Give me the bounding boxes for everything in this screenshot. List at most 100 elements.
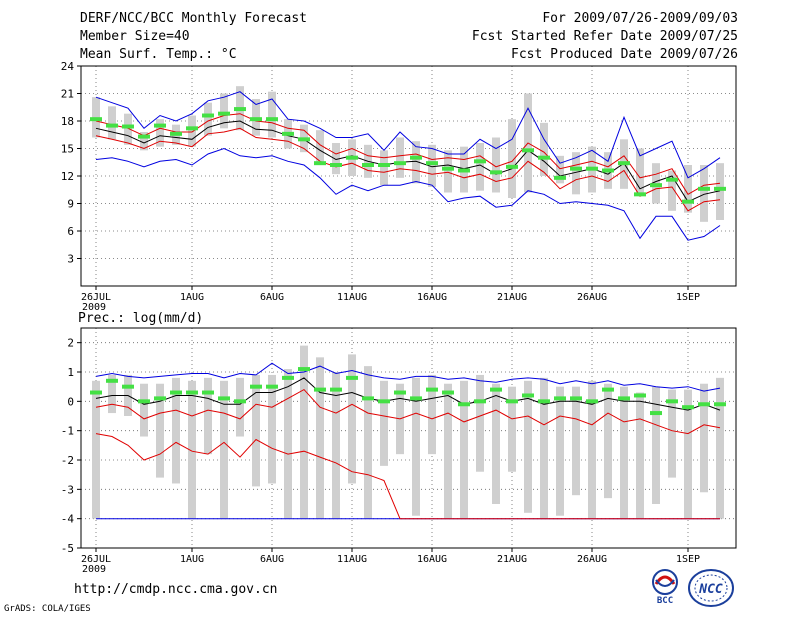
temperature-range-box	[124, 113, 132, 145]
temperature-range-box	[332, 143, 340, 175]
temperature-ytick-label: 24	[61, 60, 75, 73]
member-size-label: Member Size=40	[80, 29, 190, 44]
precipitation-upper-outer-line	[95, 362, 721, 392]
precipitation-range-box	[540, 377, 548, 519]
precipitation-range-box	[716, 377, 724, 519]
precipitation-xtick-label: 11AUG	[337, 554, 367, 565]
precipitation-range-box	[572, 386, 580, 496]
temperature-xtick-label: 6AUG	[260, 292, 284, 303]
precipitation-range-box	[508, 386, 516, 472]
precipitation-range-box	[476, 374, 484, 472]
variable-label: Mean Surf. Temp.: °C	[80, 47, 237, 62]
precipitation-xtick-year: 2009	[82, 564, 106, 575]
precipitation-xtick-label: 1SEP	[676, 554, 700, 565]
bcc-logo-ring	[652, 569, 678, 595]
precipitation-ytick-label: 2	[67, 337, 74, 350]
precipitation-xtick-label: 26AUG	[577, 554, 607, 565]
temperature-range-box	[428, 144, 436, 187]
precipitation-range-box	[588, 380, 596, 519]
temperature-ytick-label: 15	[61, 143, 74, 156]
precipitation-range-box	[332, 372, 340, 519]
precipitation-range-box	[556, 386, 564, 516]
temperature-upper-inner-line	[95, 113, 721, 195]
temperature-upper-outer-line	[95, 91, 721, 179]
precipitation-frame	[80, 327, 737, 549]
temperature-range-box	[540, 122, 548, 176]
precipitation-range-box	[316, 357, 324, 519]
precipitation-range-box	[284, 369, 292, 519]
temperature-range-box	[572, 152, 580, 195]
precipitation-lower-inner-line	[95, 433, 720, 520]
precipitation-range-box	[652, 386, 660, 504]
temperature-range-box	[108, 106, 116, 140]
temperature-mean-line	[95, 120, 721, 203]
bcc-logo: BCC	[652, 569, 678, 606]
ncc-logo-inner-ring	[694, 574, 728, 602]
temperature-range-box	[412, 141, 420, 184]
bcc-logo-wave	[655, 579, 675, 587]
grads-credit: GrADS: COLA/IGES	[4, 604, 91, 614]
precipitation-range-box	[300, 345, 308, 519]
bcc-logo-text: BCC	[657, 596, 673, 606]
precipitation-ytick-label: -2	[61, 454, 74, 467]
precipitation-range-box	[108, 374, 116, 414]
temperature-range-box	[508, 119, 516, 198]
temperature-xtick-label: 21AUG	[497, 292, 527, 303]
temperature-range-box	[380, 150, 388, 186]
temperature-ytick-label: 12	[61, 170, 74, 183]
precipitation-upper-inner-line	[95, 388, 721, 435]
temperature-lower-outer-line	[95, 147, 721, 241]
precipitation-range-box	[492, 383, 500, 504]
precipitation-range-box	[380, 380, 388, 466]
precipitation-range-box	[524, 380, 532, 513]
temperature-xtick-label: 1AUG	[180, 292, 204, 303]
precipitation-range-box	[604, 383, 612, 499]
precipitation-ytick-label: -4	[61, 513, 75, 526]
temperature-range-box	[556, 155, 564, 184]
precipitation-range-box	[252, 374, 260, 487]
temperature-range-box	[220, 93, 228, 129]
precipitation-xtick-label: 16AUG	[417, 554, 447, 565]
precipitation-range-box	[204, 377, 212, 455]
precipitation-range-box	[140, 383, 148, 437]
temperature-xtick-label: 16AUG	[417, 292, 447, 303]
precipitation-range-box	[220, 380, 228, 519]
temperature-range-box	[268, 91, 276, 138]
temperature-range-box	[492, 137, 500, 193]
temperature-xtick-year: 2009	[82, 302, 106, 313]
precipitation-xtick-label: 26JUL	[81, 554, 111, 565]
temperature-range-box	[140, 132, 148, 151]
precipitation-range-box	[700, 383, 708, 493]
precipitation-xtick-label: 1AUG	[180, 554, 204, 565]
temperature-range-box	[476, 143, 484, 191]
produced-date: Fcst Produced Date 2009/07/26	[511, 47, 738, 62]
precipitation-ytick-label: -3	[61, 483, 74, 496]
precipitation-ytick-label: 0	[67, 395, 74, 408]
temperature-xtick-label: 11AUG	[337, 292, 367, 303]
precipitation-range-box	[156, 383, 164, 478]
ncc-logo-text: NCC	[698, 582, 723, 597]
temperature-ytick-label: 6	[67, 225, 74, 238]
temperature-range-box	[684, 165, 692, 213]
precipitation-range-box	[636, 392, 644, 519]
temperature-ytick-label: 9	[67, 198, 74, 211]
precipitation-range-box	[188, 380, 196, 519]
forecast-title: DERF/NCC/BCC Monthly Forecast	[80, 11, 307, 26]
precipitation-ytick-label: 1	[67, 366, 74, 379]
temperature-range-box	[316, 130, 324, 162]
started-date: Fcst Started Refer Date 2009/07/25	[471, 29, 738, 44]
precipitation-ytick-label: -1	[61, 425, 74, 438]
precipitation-range-box	[684, 389, 692, 519]
temperature-range-box	[700, 165, 708, 222]
precipitation-range-box	[172, 377, 180, 484]
temperature-range-box	[716, 163, 724, 220]
precipitation-range-box	[620, 386, 628, 519]
precipitation-range-box	[348, 354, 356, 484]
precipitation-range-box	[364, 366, 372, 519]
precipitation-xtick-label: 21AUG	[497, 554, 527, 565]
source-url[interactable]: http://cmdp.ncc.cma.gov.cn	[74, 582, 278, 597]
temperature-range-box	[156, 119, 164, 147]
temperature-xtick-label: 26JUL	[81, 292, 111, 303]
